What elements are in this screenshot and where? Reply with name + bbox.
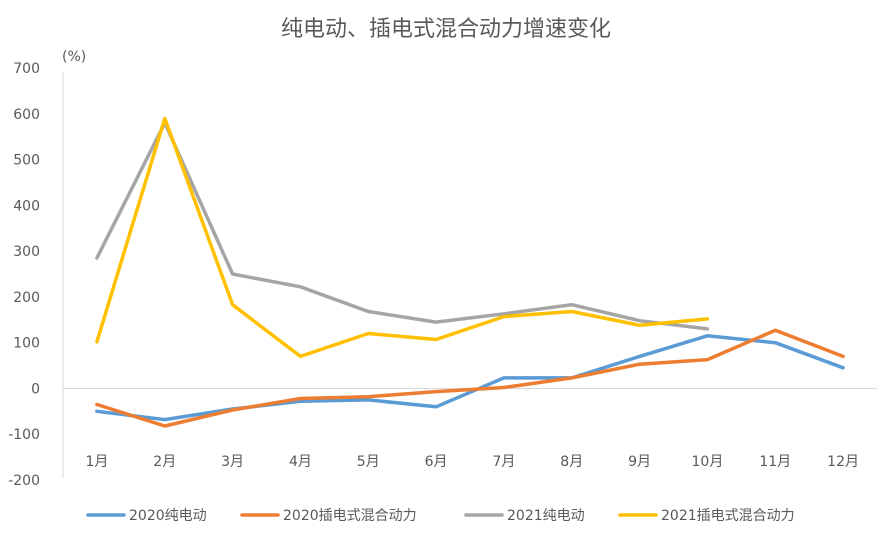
x-tick-label: 6月 xyxy=(425,454,448,470)
series-line-2 xyxy=(95,328,845,428)
legend: 2020纯电动 2020插电式混合动力 2021纯电动 2021插电式混合动力 xyxy=(86,508,795,524)
x-tick-label: 3月 xyxy=(221,454,244,470)
x-tick-label: 12月 xyxy=(827,454,859,470)
x-tick-label: 5月 xyxy=(357,454,380,470)
x-tick-label: 1月 xyxy=(85,454,108,470)
series-line-3 xyxy=(95,121,710,331)
series-line-1 xyxy=(95,334,845,422)
y-tick-label: 100 xyxy=(13,336,40,352)
y-tick-label: -100 xyxy=(8,427,40,443)
legend-label-4: 2021插电式混合动力 xyxy=(661,508,795,524)
y-tick-label: 300 xyxy=(13,244,40,260)
legend-label-2: 2020插电式混合动力 xyxy=(283,508,417,524)
legend-label-1: 2020纯电动 xyxy=(129,508,207,524)
y-tick-label: 500 xyxy=(13,153,40,169)
x-tick-label: 2月 xyxy=(153,454,176,470)
x-tick-label: 10月 xyxy=(692,454,724,470)
chart-title: 纯电动、插电式混合动力增速变化 xyxy=(281,17,611,42)
y-tick-label: 0 xyxy=(31,381,40,397)
y-axis-ticks: 700 600 500 400 300 200 100 0 -100 -200 xyxy=(8,61,40,489)
x-axis-ticks: 1月 2月 3月 4月 5月 6月 7月 8月 9月 10月 11月 12月 xyxy=(85,454,859,470)
x-tick-label: 4月 xyxy=(289,454,312,470)
y-tick-label: 400 xyxy=(13,198,40,214)
x-tick-label: 7月 xyxy=(492,454,515,470)
x-tick-label: 8月 xyxy=(560,454,583,470)
x-tick-label: 11月 xyxy=(759,454,791,470)
x-tick-label: 9月 xyxy=(628,454,651,470)
y-tick-label: 600 xyxy=(13,107,40,123)
legend-label-3: 2021纯电动 xyxy=(507,508,585,524)
y-tick-label: 200 xyxy=(13,290,40,306)
y-axis-unit-label: (%) xyxy=(62,49,86,65)
y-tick-label: 700 xyxy=(13,61,40,77)
y-tick-label: -200 xyxy=(8,473,40,489)
series-line-4 xyxy=(95,116,710,359)
series-lines xyxy=(95,116,845,428)
